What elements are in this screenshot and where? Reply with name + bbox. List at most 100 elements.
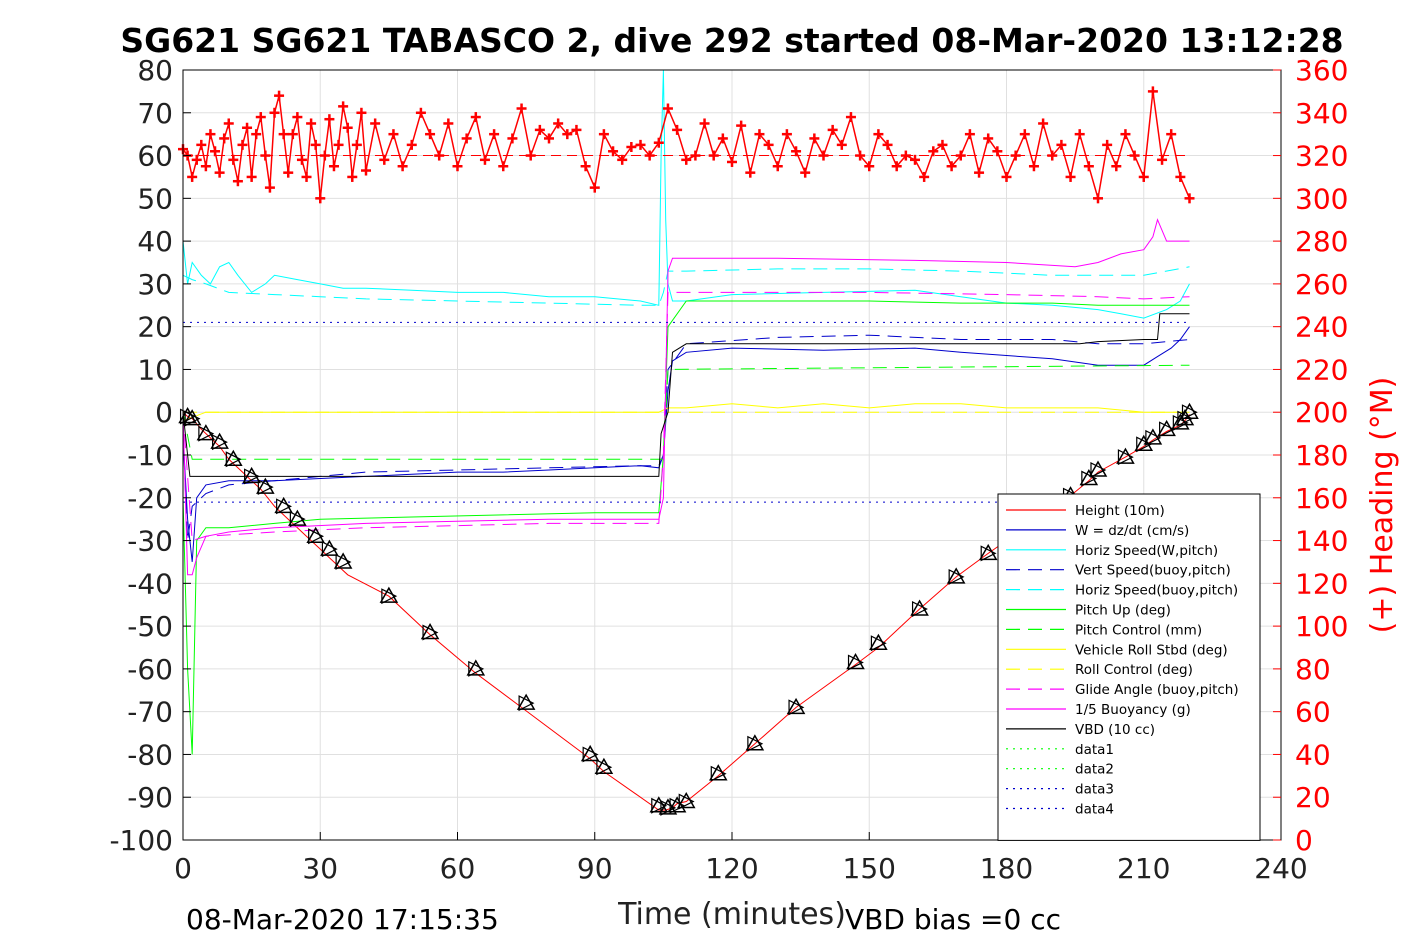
heading-point [1001,171,1012,182]
heading-point [214,167,225,178]
heading-point [292,112,303,123]
legend-item: Height (10m) [1006,503,1165,519]
legend-label: Glide Angle (buoy,pitch) [1075,682,1239,698]
triangle-right [911,601,928,617]
heading-point [1065,171,1076,182]
series-horiz-speed-buoy-pitch [182,266,1190,306]
heading-point [283,167,294,178]
triangle-right [335,553,352,570]
triangle-right [289,511,306,528]
right-tick-label: 0 [1295,824,1313,857]
heading-point [1038,118,1049,129]
heading-point [246,171,257,182]
triangle-right [1145,429,1162,446]
heading-point [626,142,637,152]
series-height-10m [182,411,1190,811]
height-marker [288,509,307,528]
heading-point [534,124,545,135]
triangle-right [678,793,695,810]
height-marker [256,477,275,496]
bottom-tick-label: 120 [705,852,758,885]
heading-point [1138,171,1149,182]
heading-point [228,154,239,165]
heading-point [781,129,792,140]
heading-point [791,146,802,157]
heading-point [919,171,930,182]
legend: Height (10m) W = dz/dt (cm/s) Horiz Speed(… [997,493,1261,841]
triangle-right [747,735,764,752]
heading-point [269,107,280,118]
legend-label: Roll Control (deg) [1075,662,1193,678]
heading-point [507,133,518,144]
bottom-tick-label: 150 [843,852,896,885]
heading-point [210,146,221,157]
height-marker [274,496,293,515]
legend-label: Horiz Speed(buoy,pitch) [1075,583,1238,599]
triangle-right [582,746,599,763]
triangle-right [980,545,997,562]
triangle-right [1136,436,1153,453]
heading-point [315,193,326,204]
left-tick-label: -70 [127,696,173,729]
series-layer [182,69,1190,811]
legend-box [997,493,1261,841]
legend-item: data1 [1006,742,1114,758]
heading-point [1147,86,1158,97]
height-marker [745,734,765,752]
heading-point [1157,154,1168,165]
legend-item: Vert Speed(buoy,pitch) [1006,563,1231,579]
left-tick-label: -100 [109,824,173,857]
chart-title: SG621 SG621 TABASCO 2, dive 292 started … [120,21,1343,60]
triangle-right [870,635,887,652]
triangle-right [422,624,439,641]
heading-point [1166,129,1177,140]
left-tick-label: -90 [127,781,173,814]
heading-point [772,161,783,172]
heading-point [992,146,1003,157]
legend-item: data2 [1006,762,1114,778]
heading-point [845,112,856,123]
legend-item: Pitch Up (deg) [1006,603,1171,619]
legend-item: Horiz Speed(W,pitch) [1006,543,1218,559]
heading-point [1120,129,1131,140]
left-tick-label: -20 [127,482,173,515]
legend-label: data2 [1075,762,1114,778]
heading-point [1083,161,1094,172]
heading-point [232,176,243,187]
heading-point [1102,139,1113,150]
left-tick-label: 40 [137,225,173,258]
left-axis-ticks: -100-90-80-70-60-50-40-30-20-10010203040… [109,54,191,857]
heading-point [264,182,275,193]
triangle-right [321,541,338,558]
heading-point [191,154,202,165]
heading-point [187,171,198,182]
triangle-right [660,799,677,816]
right-tick-label: 60 [1295,696,1331,729]
height-marker [320,539,339,558]
heading-point [251,129,262,140]
heading-point [635,139,646,150]
right-tick-label: 320 [1295,140,1348,173]
heading-point [891,161,902,172]
right-tick-label: 120 [1295,567,1348,600]
heading-point [342,122,353,133]
right-tick-label: 360 [1295,54,1348,87]
left-tick-label: 10 [137,353,173,386]
heading-point [1093,193,1103,204]
heading-point [946,161,957,172]
right-tick-label: 180 [1295,439,1348,472]
legend-label: data4 [1075,802,1114,818]
heading-point [388,129,399,140]
legend-label: Pitch Up (deg) [1075,603,1171,619]
left-tick-label: 20 [137,311,173,344]
heading-point [296,154,307,165]
heading-point [397,161,408,172]
bottom-tick-label: 30 [302,852,338,885]
heading-point [617,154,628,165]
legend-label: Horiz Speed(W,pitch) [1075,543,1218,559]
heading-point [223,118,234,129]
heading-point [328,161,339,172]
triangle-right [1159,421,1175,438]
right-tick-label: 280 [1295,225,1348,258]
